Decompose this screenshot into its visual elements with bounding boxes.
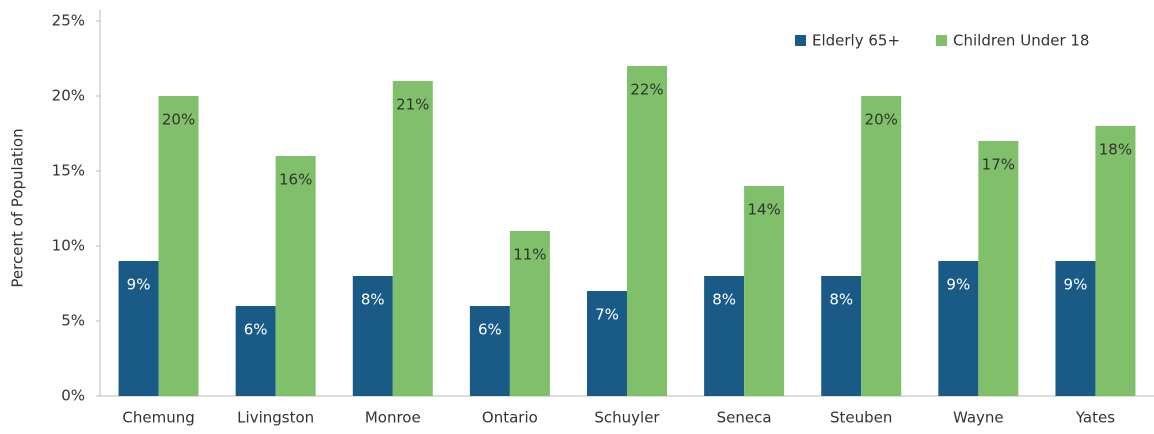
value-label: 9% <box>946 276 970 294</box>
legend-swatch <box>936 35 948 46</box>
bar <box>704 276 745 396</box>
x-tick-label: Chemung <box>122 409 194 427</box>
y-tick-label: 20% <box>52 87 85 105</box>
y-axis-label: Percent of Population <box>9 128 27 287</box>
value-label: 6% <box>244 321 268 339</box>
x-tick-label: Monroe <box>365 409 421 427</box>
y-tick-label: 0% <box>61 387 85 405</box>
bar <box>587 291 627 396</box>
value-label: 8% <box>361 291 385 309</box>
value-label: 9% <box>127 276 151 294</box>
bar <box>861 96 902 396</box>
value-label: 21% <box>396 96 429 114</box>
value-label: 8% <box>829 291 853 309</box>
legend-swatch <box>795 35 806 46</box>
bar <box>978 141 1019 396</box>
bar <box>118 261 159 396</box>
value-label: 20% <box>865 111 898 129</box>
x-tick-label: Wayne <box>953 409 1004 427</box>
value-label: 7% <box>595 306 619 324</box>
value-label: 22% <box>630 81 663 99</box>
x-tick-label: Steuben <box>830 409 892 427</box>
value-label: 11% <box>513 246 546 264</box>
bar <box>275 156 316 396</box>
bar <box>1095 126 1136 396</box>
legend-label: Elderly 65+ <box>812 32 900 50</box>
bar <box>1055 261 1096 396</box>
y-tick-label: 15% <box>52 162 85 180</box>
x-tick-label: Livingston <box>237 409 314 427</box>
value-label: 9% <box>1064 276 1088 294</box>
y-tick-label: 5% <box>61 312 85 330</box>
bar <box>469 306 510 396</box>
bar <box>235 306 276 396</box>
value-label: 18% <box>1099 141 1132 159</box>
y-tick-label: 10% <box>52 237 85 255</box>
value-label: 17% <box>982 156 1015 174</box>
bar <box>352 276 393 396</box>
bar <box>392 81 433 396</box>
bar <box>938 261 979 396</box>
bar <box>627 66 667 396</box>
legend-label: Children Under 18 <box>953 32 1089 50</box>
value-label: 14% <box>747 201 780 219</box>
x-tick-label: Schuyler <box>594 409 660 427</box>
bar <box>158 96 199 396</box>
bar <box>509 231 550 396</box>
bar <box>821 276 862 396</box>
x-tick-label: Yates <box>1075 409 1115 427</box>
value-label: 6% <box>478 321 502 339</box>
value-label: 20% <box>162 111 195 129</box>
bar <box>744 186 785 396</box>
x-tick-label: Ontario <box>482 409 538 427</box>
value-label: 8% <box>712 291 736 309</box>
x-tick-label: Seneca <box>717 409 772 427</box>
y-tick-label: 25% <box>52 12 85 30</box>
value-label: 16% <box>279 171 312 189</box>
